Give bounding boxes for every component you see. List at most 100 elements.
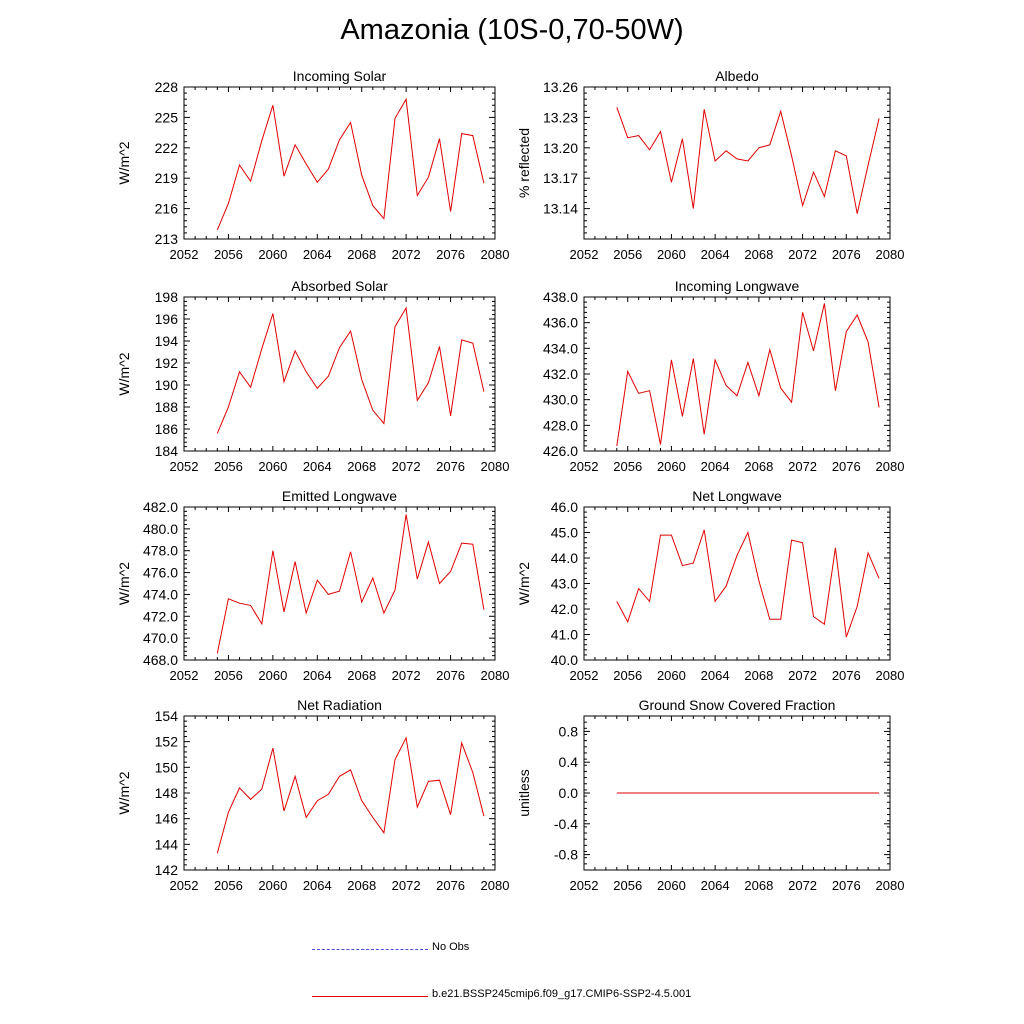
panel-7-ytick-label: 144 (155, 836, 179, 852)
panel-2-series-line (616, 107, 880, 214)
panel-1-series-line (216, 97, 485, 231)
panel-1-xtick-label: 2060 (258, 247, 287, 262)
panel-5-xtick-label: 2056 (214, 668, 243, 683)
panel-2-xtick-label: 2052 (570, 247, 599, 262)
panel-6-ytick-label: 45.0 (551, 525, 578, 541)
panel-5-xtick-label: 2060 (258, 668, 287, 683)
panel-7-xtick-label: 2076 (436, 878, 465, 893)
panel-2-ytick-label: 13.20 (543, 140, 578, 156)
panel-3-xtick-label: 2064 (303, 459, 332, 474)
panel-6-xtick-label: 2080 (876, 668, 905, 683)
panel-6-ytick-label: 42.0 (551, 601, 578, 617)
panel-2-xtick-label: 2068 (744, 247, 773, 262)
panel-3-ytick-label: 198 (155, 289, 179, 305)
panel-7-ytick-label: 154 (155, 708, 179, 724)
panel-4-xtick-label: 2076 (832, 459, 861, 474)
panel-7-xtick-label: 2072 (392, 878, 421, 893)
panel-8-xtick-label: 2072 (788, 878, 817, 893)
panel-6-frame (583, 506, 891, 661)
panel-3-xtick-label: 2060 (258, 459, 287, 474)
panel-2-xtick-label: 2076 (832, 247, 861, 262)
panel-4-series-line (616, 303, 880, 446)
panel-4-xtick-label: 2052 (570, 459, 599, 474)
panel-7-xtick-label: 2060 (258, 878, 287, 893)
panel-6-ytick-label: 40.0 (551, 652, 578, 668)
panel-6-xtick-label: 2064 (701, 668, 730, 683)
panel-1-frame (183, 86, 496, 240)
legend-swatch-no-obs (312, 949, 428, 950)
panel-6-xtick-label: 2052 (570, 668, 599, 683)
panel-5-ytick-label: 470.0 (143, 630, 178, 646)
panel-3-xtick-label: 2052 (170, 459, 199, 474)
panel-5-xtick-label: 2072 (392, 668, 421, 683)
panel-2-ytick-label: 13.17 (543, 170, 578, 186)
panel-4-ytick-label: 430.0 (543, 392, 578, 408)
panel-2-xtick-label: 2080 (876, 247, 905, 262)
panel-2-xtick-label: 2056 (613, 247, 642, 262)
panel-4-xtick-label: 2068 (744, 459, 773, 474)
panel-8-xtick-label: 2064 (701, 878, 730, 893)
panel-4-xtick-label: 2056 (613, 459, 642, 474)
panel-7-title: Net Radiation (297, 697, 382, 713)
panel-3-title: Absorbed Solar (291, 278, 388, 294)
panel-2-xtick-label: 2072 (788, 247, 817, 262)
panel-6-ytick-label: 44.0 (551, 550, 578, 566)
panel-4-xtick-label: 2060 (657, 459, 686, 474)
panel-3-ytick-label: 188 (155, 399, 179, 415)
panel-1-ytick-label: 216 (155, 201, 179, 217)
panel-2-ytick-label: 13.14 (543, 201, 578, 217)
panel-5-xtick-label: 2052 (170, 668, 199, 683)
panel-3-xtick-label: 2068 (347, 459, 376, 474)
panel-4-ytick-label: 428.0 (543, 417, 578, 433)
panel-8-xtick-label: 2068 (744, 878, 773, 893)
panel-8-ytick-label: -0.4 (554, 816, 578, 832)
panel-8-xtick-label: 2080 (876, 878, 905, 893)
panel-4-title: Incoming Longwave (675, 278, 800, 294)
panel-7-xtick-label: 2052 (170, 878, 199, 893)
panel-2-frame (583, 86, 891, 240)
panel-4-ytick-label: 436.0 (543, 315, 578, 331)
panel-1-xtick-label: 2072 (392, 247, 421, 262)
panel-6-xtick-label: 2068 (744, 668, 773, 683)
legend-swatch-model-run (312, 996, 428, 997)
panel-7-series-line (216, 736, 485, 854)
panel-7-ytick-label: 146 (155, 811, 179, 827)
panel-5-xtick-label: 2080 (481, 668, 510, 683)
panel-3-xtick-label: 2076 (436, 459, 465, 474)
panel-2-ylabel: % reflected (516, 128, 532, 198)
panel-6-ylabel: W/m^2 (516, 562, 532, 605)
panel-2-xtick-label: 2064 (701, 247, 730, 262)
panel-4-xtick-label: 2080 (876, 459, 905, 474)
panel-6-series-line (616, 529, 880, 638)
panel-4-ytick-label: 426.0 (543, 443, 578, 459)
panel-8-xtick-label: 2060 (657, 878, 686, 893)
panel-1-ytick-label: 213 (155, 231, 179, 247)
panel-1-ytick-label: 222 (155, 140, 179, 156)
panel-5-series-line (216, 514, 485, 654)
panel-7-ytick-label: 148 (155, 785, 179, 801)
panel-2-xtick-label: 2060 (657, 247, 686, 262)
panel-3-series-line (216, 306, 485, 434)
panel-7-frame (183, 715, 496, 871)
panel-8-ytick-label: 0.0 (559, 785, 579, 801)
panel-3-frame (183, 296, 496, 452)
panel-7-ytick-label: 150 (155, 759, 179, 775)
panel-5-ytick-label: 480.0 (143, 521, 178, 537)
panel-5-xtick-label: 2064 (303, 668, 332, 683)
panel-5-ytick-label: 476.0 (143, 565, 178, 581)
panel-7-ytick-label: 152 (155, 734, 179, 750)
panel-3-ytick-label: 192 (155, 355, 179, 371)
panel-1-title: Incoming Solar (293, 68, 387, 84)
panel-3-ytick-label: 194 (155, 333, 179, 349)
panel-1-xtick-label: 2080 (481, 247, 510, 262)
panel-6-ytick-label: 43.0 (551, 576, 578, 592)
panel-6-xtick-label: 2056 (613, 668, 642, 683)
panel-7-xtick-label: 2080 (481, 878, 510, 893)
panel-4-xtick-label: 2064 (701, 459, 730, 474)
panel-4-xtick-label: 2072 (788, 459, 817, 474)
panel-5-ytick-label: 468.0 (143, 652, 178, 668)
panel-7-xtick-label: 2068 (347, 878, 376, 893)
panel-7-ytick-label: 142 (155, 862, 179, 878)
panel-8-xtick-label: 2052 (570, 878, 599, 893)
